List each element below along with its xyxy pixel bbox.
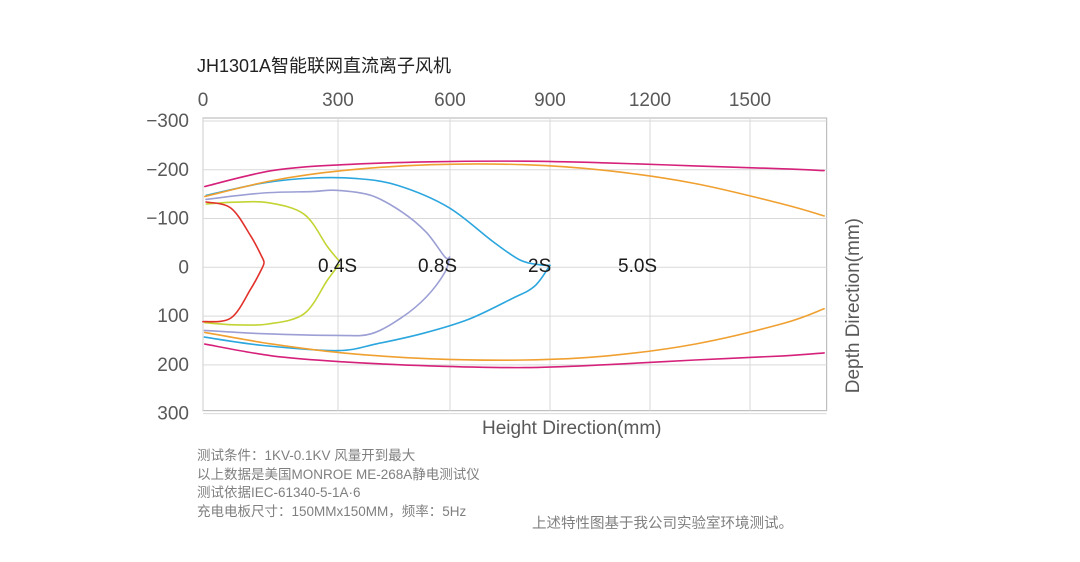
svg-text:900: 900 — [534, 90, 566, 111]
svg-text:0: 0 — [198, 90, 209, 111]
svg-text:200: 200 — [157, 355, 189, 376]
svg-text:300: 300 — [157, 404, 189, 425]
svg-text:0: 0 — [178, 257, 189, 278]
svg-text:1200: 1200 — [629, 90, 671, 111]
svg-text:600: 600 — [434, 90, 466, 111]
svg-text:100: 100 — [157, 306, 189, 327]
svg-text:−100: −100 — [146, 209, 189, 230]
svg-text:300: 300 — [322, 90, 354, 111]
svg-text:−200: −200 — [146, 160, 189, 181]
svg-text:−300: −300 — [146, 111, 189, 132]
svg-text:1500: 1500 — [729, 90, 771, 111]
